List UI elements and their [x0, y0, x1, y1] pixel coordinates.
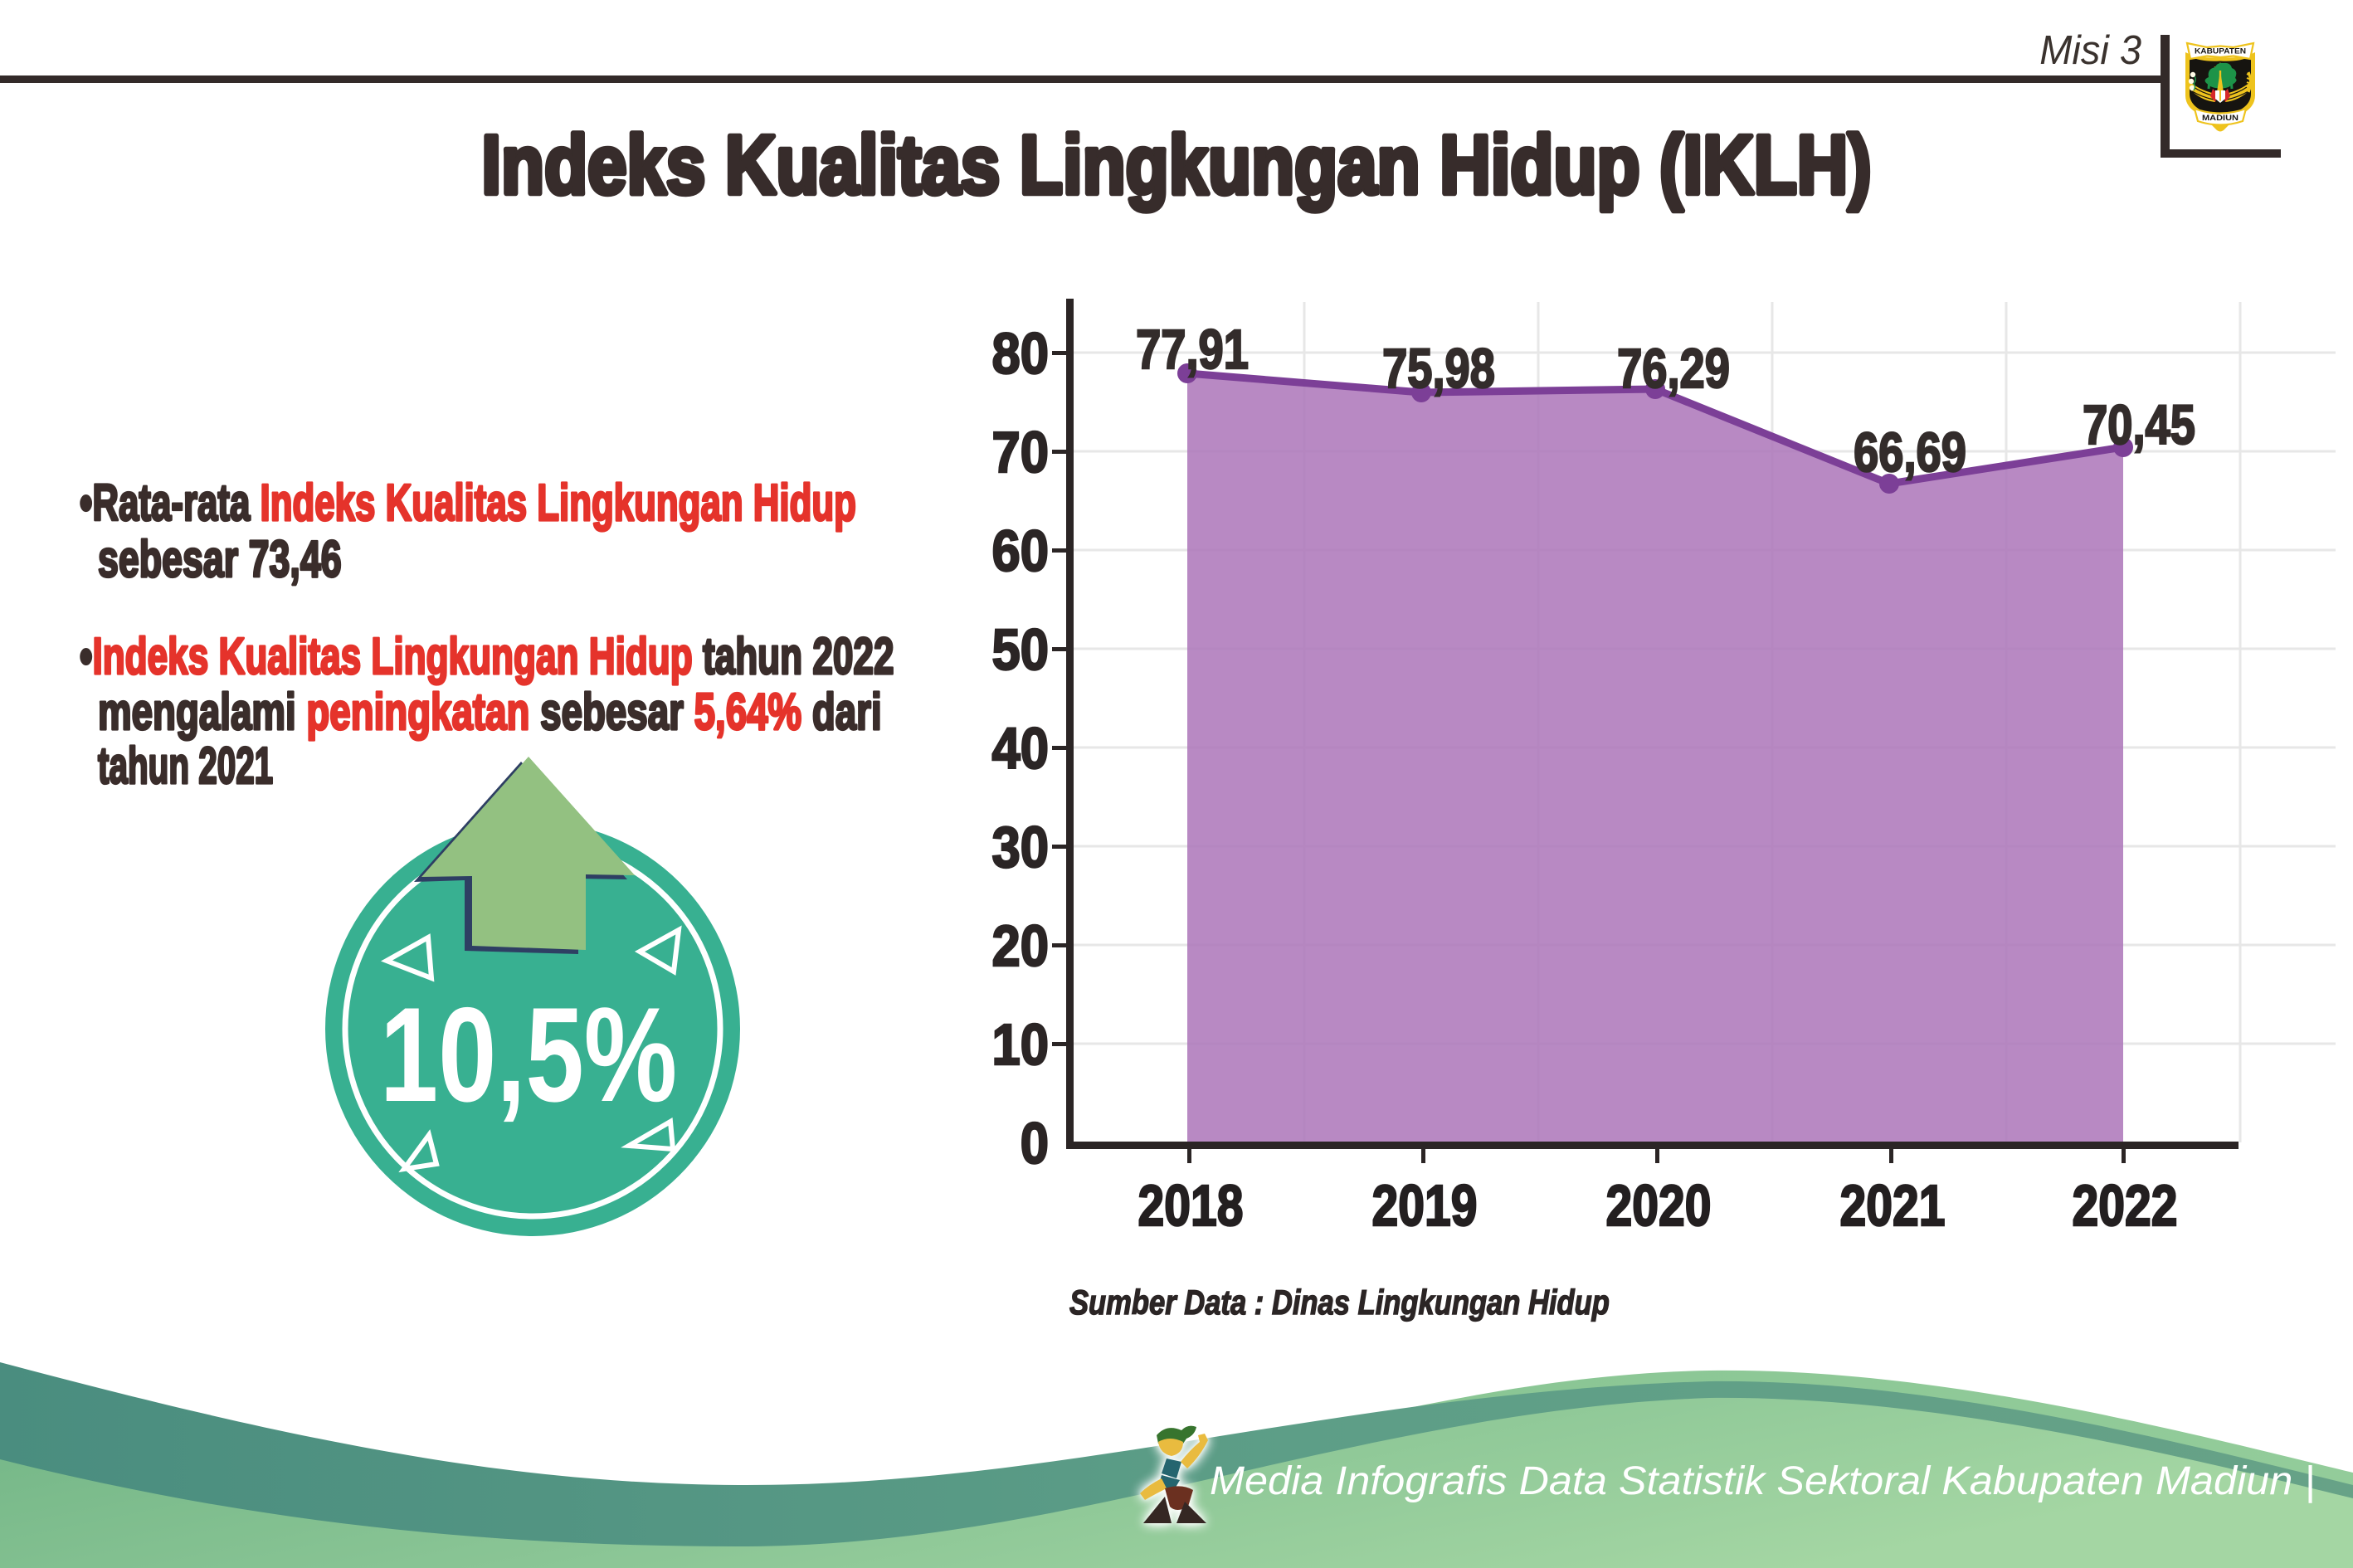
svg-text:tahun 2021: tahun 2021	[98, 738, 273, 796]
svg-text:2022: 2022	[2073, 1172, 2178, 1238]
svg-text:20: 20	[991, 913, 1049, 978]
svg-text:KABUPATEN: KABUPATEN	[2195, 47, 2246, 56]
svg-text:0: 0	[1021, 1110, 1049, 1176]
svg-text:•Rata-rata Indeks Kualitas Lin: •Rata-rata Indeks Kualitas Lingkungan Hi…	[80, 475, 856, 532]
svg-text:2018: 2018	[1138, 1172, 1244, 1238]
svg-text:76,29: 76,29	[1617, 338, 1730, 400]
svg-text:10: 10	[991, 1011, 1049, 1077]
svg-text:10,5%: 10,5%	[380, 979, 677, 1130]
svg-text:66,69: 66,69	[1854, 421, 1966, 484]
svg-text:•Indeks Kualitas Lingkungan Hi: •Indeks Kualitas Lingkungan Hidup tahun …	[80, 628, 894, 685]
svg-text:mengalami peningkatan sebesar: mengalami peningkatan sebesar 5,64% dari	[98, 683, 882, 740]
svg-text:75,98: 75,98	[1382, 338, 1495, 400]
svg-text:Sumber Data : Dinas Lingkungan: Sumber Data : Dinas Lingkungan Hidup	[1069, 1283, 1610, 1322]
svg-text:MADIUN: MADIUN	[2202, 114, 2239, 122]
svg-text:Media Infografis Data Statisti: Media Infografis Data Statistik Sektoral…	[1210, 1458, 2315, 1504]
svg-text:70,45: 70,45	[2083, 394, 2195, 456]
svg-text:77,91: 77,91	[1136, 319, 1249, 381]
svg-text:70: 70	[991, 419, 1049, 485]
svg-text:Misi 3: Misi 3	[2039, 28, 2141, 73]
svg-text:Indeks Kualitas Lingkungan Hid: Indeks Kualitas Lingkungan Hidup (IKLH)	[481, 119, 1871, 212]
svg-text:80: 80	[991, 320, 1049, 386]
svg-text:sebesar 73,46: sebesar 73,46	[98, 531, 342, 588]
svg-text:50: 50	[991, 616, 1049, 682]
svg-text:30: 30	[991, 814, 1049, 879]
svg-text:2021: 2021	[1840, 1172, 1946, 1238]
svg-text:40: 40	[991, 715, 1049, 781]
svg-text:2020: 2020	[1606, 1172, 1712, 1238]
svg-text:60: 60	[991, 518, 1049, 583]
svg-text:2019: 2019	[1372, 1172, 1478, 1238]
